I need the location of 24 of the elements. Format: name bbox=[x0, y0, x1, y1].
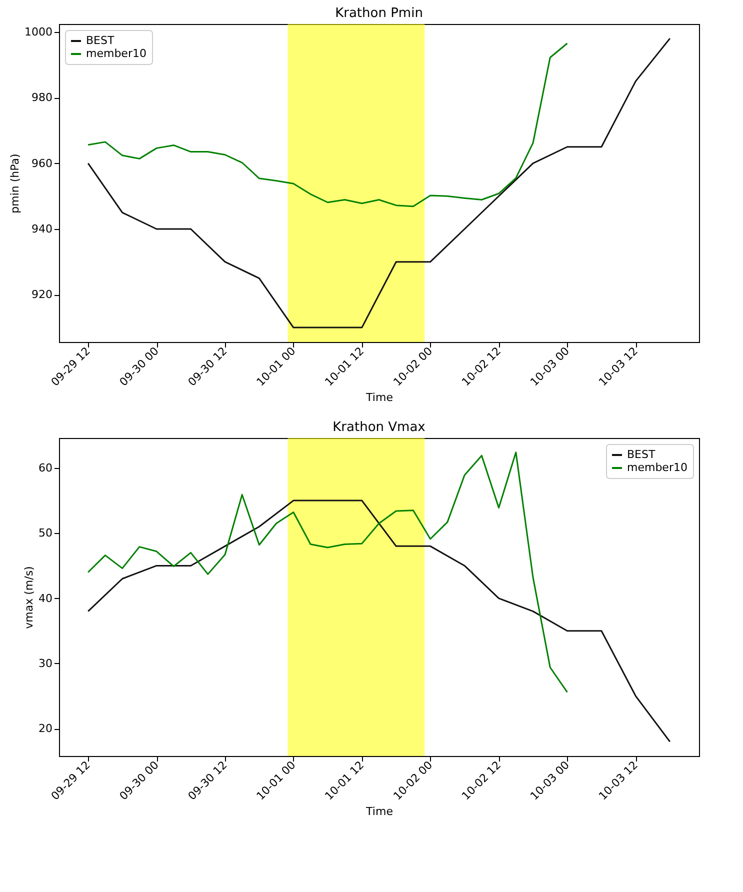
y-tick-label: 20 bbox=[38, 722, 52, 736]
x-axis-title: Time bbox=[365, 391, 394, 404]
chart-title: Krathon Vmax bbox=[332, 420, 426, 435]
line-series bbox=[87, 500, 671, 742]
y-tick-label: 960 bbox=[32, 156, 52, 170]
legend-label: member10 bbox=[627, 461, 688, 474]
line-series bbox=[87, 452, 568, 693]
y-tick-label: 1000 bbox=[24, 25, 52, 38]
y-tick-label: 30 bbox=[38, 656, 52, 670]
legend-label: member10 bbox=[86, 47, 146, 60]
y-tick-label: 40 bbox=[38, 592, 52, 605]
y-tick-label: 980 bbox=[32, 91, 52, 104]
legend-label: BEST bbox=[627, 448, 656, 461]
chart-title: Krathon Pmin bbox=[335, 6, 423, 21]
y-tick-label: 920 bbox=[32, 288, 52, 302]
y-tick-label: 50 bbox=[38, 526, 52, 540]
line-series bbox=[87, 38, 671, 328]
y-tick-label: 60 bbox=[38, 461, 52, 474]
x-axis-title: Time bbox=[365, 805, 394, 818]
y-tick-label: 940 bbox=[32, 222, 52, 236]
legend-label: BEST bbox=[86, 34, 114, 47]
line-series bbox=[87, 42, 568, 208]
y-axis-title: pmin (hPa) bbox=[8, 154, 22, 214]
y-axis-title: vmax (m/s) bbox=[22, 566, 36, 629]
